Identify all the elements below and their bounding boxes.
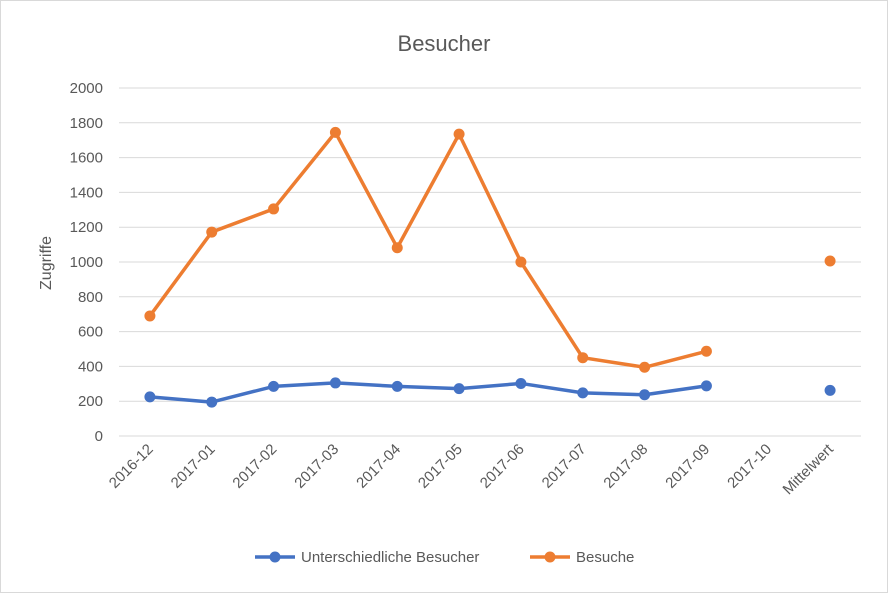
x-tick-label: 2017-03: [291, 441, 342, 492]
x-tick-label: 2017-08: [600, 441, 651, 492]
data-point: [824, 384, 836, 396]
data-point: [639, 389, 651, 401]
y-tick-label: 1600: [70, 150, 103, 167]
data-point: [144, 391, 156, 403]
y-axis-ticks: 0 200 400 600 800 1000 1200 1400 1600 1800 2000: [70, 80, 103, 445]
chart-title: Besucher: [398, 31, 491, 56]
legend-swatch-marker: [544, 551, 556, 563]
legend: Unterschiedliche Besucher Besuche: [255, 549, 634, 566]
data-point: [515, 256, 527, 268]
y-tick-label: 0: [95, 428, 103, 445]
y-tick-label: 2000: [70, 80, 103, 97]
data-point: [577, 352, 589, 364]
y-tick-label: 200: [78, 393, 103, 410]
y-tick-label: 1000: [70, 254, 103, 271]
y-tick-label: 600: [78, 324, 103, 341]
legend-label: Besuche: [576, 549, 634, 566]
data-point: [577, 387, 589, 399]
x-tick-label: 2017-10: [724, 441, 775, 492]
x-tick-label: 2017-02: [229, 441, 280, 492]
y-tick-label: 1400: [70, 184, 103, 201]
series-unterschiedliche-besucher: [144, 377, 836, 408]
x-tick-label: 2017-01: [168, 441, 219, 492]
x-axis-ticks: 2016-12 2017-01 2017-02 2017-03 2017-04 2017-…: [106, 440, 838, 498]
legend-label: Unterschiedliche Besucher: [301, 549, 479, 566]
data-point: [206, 226, 218, 238]
series-besuche: [144, 126, 836, 373]
data-point: [515, 377, 527, 389]
data-point: [824, 255, 836, 267]
data-point: [453, 128, 465, 140]
legend-entry: Besuche: [530, 549, 634, 566]
data-point: [268, 203, 280, 215]
data-point: [639, 361, 651, 373]
gridlines: [119, 87, 861, 437]
y-axis-label: Zugriffe: [38, 236, 55, 290]
series-line: [148, 381, 709, 404]
y-tick-label: 800: [78, 289, 103, 306]
data-point: [700, 380, 712, 392]
legend-entry: Unterschiedliche Besucher: [255, 549, 479, 566]
data-point: [329, 126, 341, 138]
y-tick-label: 1800: [70, 115, 103, 132]
y-tick-label: 400: [78, 358, 103, 375]
data-point: [391, 242, 403, 254]
legend-swatch-marker: [269, 551, 281, 563]
data-point: [329, 377, 341, 389]
x-tick-label: 2016-12: [106, 441, 157, 492]
x-tick-label: Mittelwert: [780, 440, 838, 498]
data-point: [144, 310, 156, 322]
y-tick-label: 1200: [70, 219, 103, 236]
x-tick-label: 2017-06: [477, 441, 528, 492]
data-point: [453, 383, 465, 395]
x-tick-label: 2017-04: [353, 441, 404, 492]
x-tick-label: 2017-09: [662, 441, 713, 492]
x-tick-label: 2017-07: [539, 441, 590, 492]
data-point: [391, 380, 403, 392]
series-lines: [144, 126, 836, 408]
data-point: [700, 345, 712, 357]
series-line: [148, 130, 709, 370]
data-point: [268, 380, 280, 392]
data-point: [206, 396, 218, 408]
x-tick-label: 2017-05: [415, 441, 466, 492]
